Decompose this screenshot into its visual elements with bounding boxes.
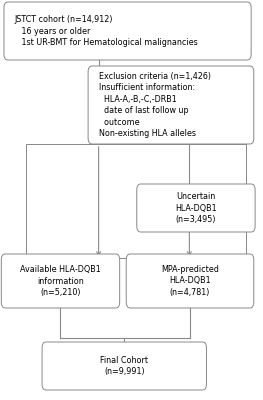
- Text: Final Cohort
(n=9,991): Final Cohort (n=9,991): [100, 356, 148, 376]
- FancyBboxPatch shape: [137, 184, 255, 232]
- Text: Available HLA-DQB1
information
(n=5,210): Available HLA-DQB1 information (n=5,210): [20, 265, 101, 297]
- FancyBboxPatch shape: [4, 2, 251, 60]
- Bar: [26, 144, 246, 258]
- Text: Uncertain
HLA-DQB1
(n=3,495): Uncertain HLA-DQB1 (n=3,495): [175, 192, 217, 224]
- Text: Exclusion criteria (n=1,426)
Insufficient information:
  HLA-A,-B,-C,-DRB1
  dat: Exclusion criteria (n=1,426) Insufficien…: [99, 72, 211, 138]
- FancyBboxPatch shape: [42, 342, 206, 390]
- Text: JSTCT cohort (n=14,912)
   16 years or older
   1st UR-BMT for Hematological mal: JSTCT cohort (n=14,912) 16 years or olde…: [14, 15, 198, 47]
- FancyBboxPatch shape: [1, 254, 120, 308]
- FancyBboxPatch shape: [126, 254, 254, 308]
- FancyBboxPatch shape: [88, 66, 254, 144]
- Text: MPA-predicted
HLA-DQB1
(n=4,781): MPA-predicted HLA-DQB1 (n=4,781): [161, 265, 219, 297]
